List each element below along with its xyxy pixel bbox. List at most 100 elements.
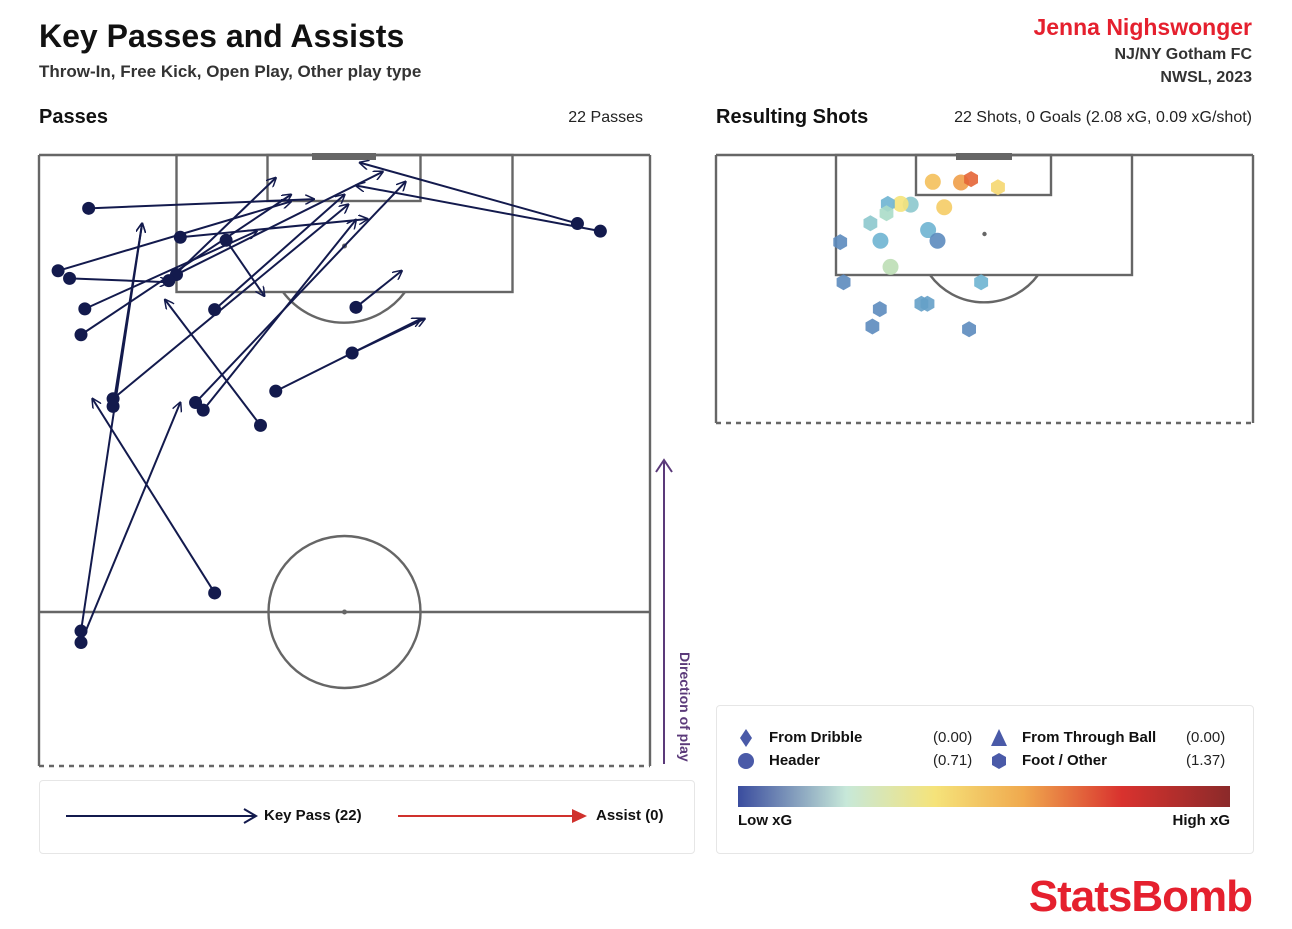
pass-start-21 [74, 624, 88, 638]
diamond-icon [740, 729, 752, 747]
shot-marker-21 [962, 321, 976, 338]
pass-line-16 [355, 271, 402, 309]
pass-start-0 [82, 201, 96, 215]
high-xg-label: High xG [1172, 812, 1230, 829]
shots-pitch-lines [714, 153, 1255, 425]
shot-marker-10 [920, 222, 937, 239]
shot-marker-3 [991, 179, 1005, 196]
shots-pitch [714, 153, 1255, 425]
pass-line-0 [88, 199, 314, 210]
pass-start-16 [349, 300, 363, 314]
shot-marker-14 [882, 258, 899, 275]
through-ball-label: From Through Ball [1022, 729, 1157, 746]
pass-start-2 [173, 230, 187, 244]
shot-layer [833, 171, 1005, 338]
passes-title: Passes [39, 106, 108, 128]
pass-line-21 [80, 224, 142, 632]
passes-pitch: Direction of play [37, 153, 693, 768]
pass-start-3 [219, 233, 233, 247]
shot-marker-20 [865, 318, 880, 335]
player-name: Jenna Nighswonger [1033, 14, 1252, 40]
shot-marker-11 [929, 232, 946, 249]
pass-line-8 [168, 178, 276, 282]
header-label: Header [769, 752, 820, 769]
direction-arrow-head [655, 458, 673, 473]
pass-start-14 [253, 418, 267, 432]
pass-line-11 [112, 205, 348, 400]
shot-marker-12 [872, 232, 889, 249]
goal-mouth [312, 153, 376, 160]
pass-line-17 [351, 319, 425, 354]
shot-marker-15 [836, 274, 851, 291]
pass-line-20 [92, 399, 216, 594]
pass-line-2 [180, 219, 367, 239]
pass-start-19 [593, 224, 607, 238]
pass-line-14 [165, 300, 262, 426]
triangle-icon [991, 729, 1007, 746]
competition-label: NWSL, 2023 [1160, 69, 1252, 86]
shots-penalty-spot [982, 231, 987, 237]
pass-start-5 [78, 302, 92, 316]
pass-line-12 [194, 182, 406, 404]
shot-marker-0 [924, 173, 941, 190]
key-pass-legend-head [243, 808, 258, 824]
from-dribble-xg: (0.00) [933, 729, 973, 746]
shot-marker-18 [920, 295, 935, 312]
pass-line-4 [69, 278, 169, 282]
from-dribble-label: From Dribble [769, 729, 863, 746]
shot-marker-13 [833, 234, 848, 251]
centre-circle [267, 534, 422, 690]
header-xg: (0.71) [933, 752, 973, 769]
shot-marker-6 [892, 195, 909, 212]
shot-marker-8 [879, 205, 894, 222]
pass-start-11 [106, 392, 120, 406]
direction-label: Direction of play [677, 652, 693, 762]
pass-line-13 [202, 220, 356, 411]
pass-start-1 [51, 264, 65, 278]
pass-legend-arrows [66, 808, 587, 824]
team-name: NJ/NY Gotham FC [1114, 46, 1253, 63]
pass-line-3 [225, 239, 264, 296]
shot-legend-shapes [738, 729, 1007, 769]
pass-line-22 [80, 403, 180, 643]
pass-line-19 [356, 185, 601, 233]
shot-marker-4 [936, 199, 953, 216]
pass-start-6 [74, 328, 88, 342]
pass-start-22 [74, 635, 88, 649]
pass-start-17 [345, 346, 359, 360]
shots-summary: 22 Shots, 0 Goals (2.08 xG, 0.09 xG/shot… [954, 109, 1252, 126]
centre-spot [342, 609, 347, 615]
low-xg-label: Low xG [738, 812, 793, 829]
assist-legend-head [572, 809, 587, 823]
shot-marker-19 [872, 301, 887, 318]
foot-other-label: Foot / Other [1022, 752, 1107, 769]
statsbomb-logo: StatsBomb [1028, 872, 1253, 921]
penalty-arc [282, 291, 406, 324]
shots-goal-mouth [956, 153, 1012, 160]
assist-legend-label: Assist (0) [596, 807, 664, 824]
pass-start-20 [208, 586, 222, 600]
pass-line-7 [176, 172, 382, 276]
hexagon-icon [992, 753, 1006, 769]
shots-penalty-arc [929, 274, 1039, 304]
page-title: Key Passes and Assists [39, 18, 405, 54]
shot-legend [716, 705, 1254, 854]
pass-start-9 [208, 303, 222, 317]
xg-color-bar [738, 786, 1230, 807]
circle-icon [738, 753, 754, 769]
pass-start-18 [570, 217, 584, 231]
key-pass-legend-label: Key Pass (22) [264, 807, 362, 824]
pass-line-18 [360, 163, 578, 225]
page-subtitle: Throw-In, Free Kick, Open Play, Other pl… [39, 62, 422, 81]
pass-start-4 [63, 271, 77, 285]
pass-start-15 [269, 384, 283, 398]
pass-start-8 [162, 274, 176, 288]
pass-line-9 [213, 195, 345, 311]
pass-start-13 [196, 403, 210, 417]
through-ball-xg: (0.00) [1186, 729, 1226, 746]
shot-marker-2 [964, 171, 978, 188]
pass-layer [51, 163, 607, 649]
foot-other-xg: (1.37) [1186, 752, 1226, 769]
shot-marker-16 [974, 274, 989, 291]
shots-title: Resulting Shots [716, 106, 869, 128]
